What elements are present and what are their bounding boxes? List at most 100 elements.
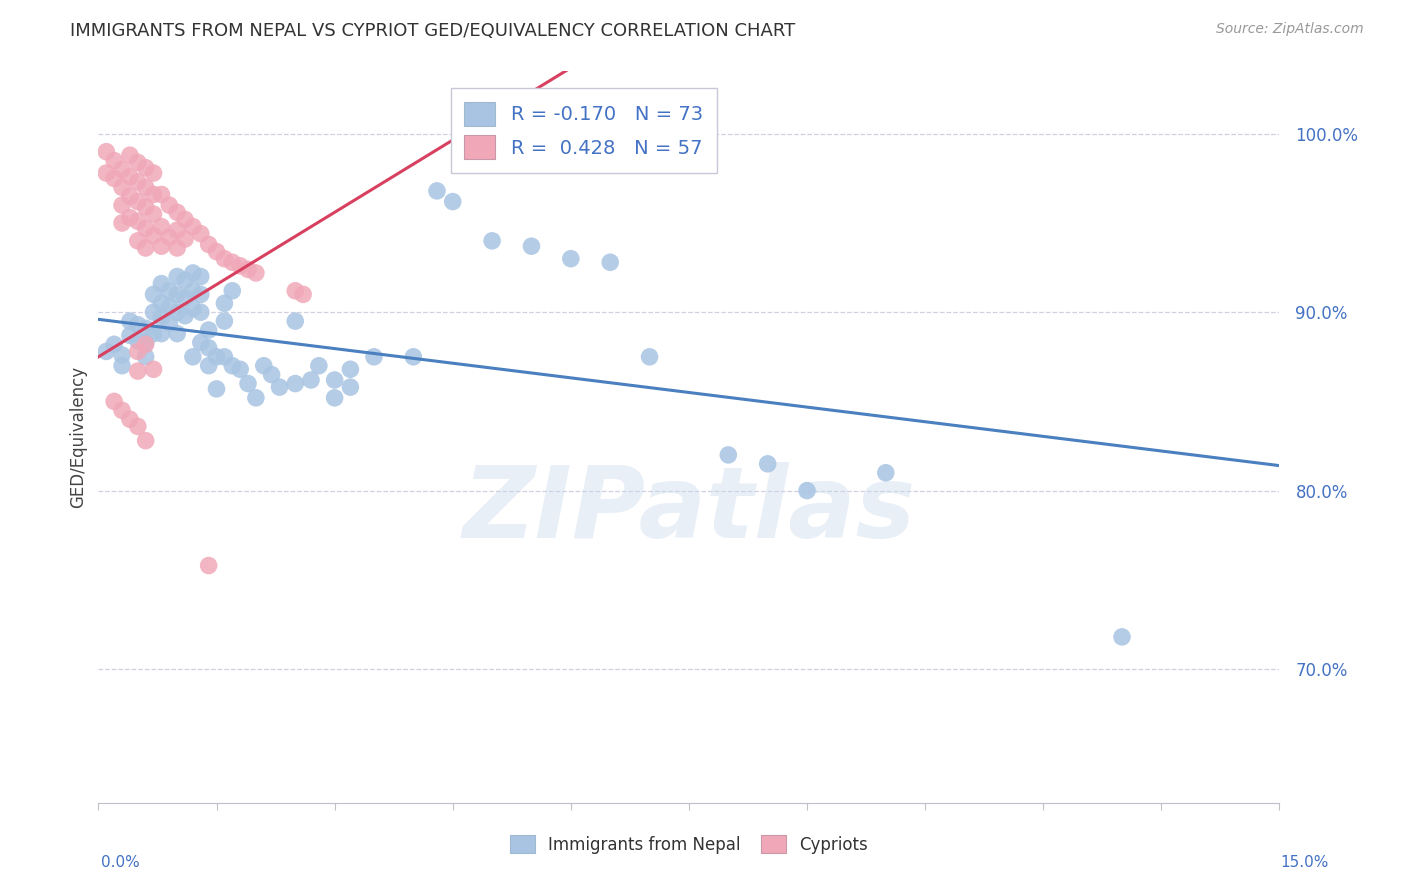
Point xyxy=(142,207,165,221)
Point xyxy=(157,284,180,298)
Point xyxy=(260,368,283,382)
Point xyxy=(127,419,149,434)
Point xyxy=(181,266,204,280)
Point xyxy=(111,216,134,230)
Point xyxy=(284,284,307,298)
Point xyxy=(150,239,173,253)
Point xyxy=(118,328,141,343)
Point xyxy=(481,234,503,248)
Point xyxy=(118,211,141,225)
Point xyxy=(638,350,661,364)
Point xyxy=(245,266,267,280)
Point xyxy=(190,287,212,301)
Point xyxy=(118,314,141,328)
Point xyxy=(103,153,125,168)
Point xyxy=(166,287,188,301)
Text: 0.0%: 0.0% xyxy=(101,855,141,870)
Point xyxy=(599,255,621,269)
Point xyxy=(135,337,157,351)
Point xyxy=(245,391,267,405)
Point xyxy=(150,219,173,234)
Point xyxy=(157,300,180,314)
Point xyxy=(253,359,276,373)
Point xyxy=(135,241,157,255)
Point xyxy=(142,166,165,180)
Point xyxy=(190,227,212,241)
Point xyxy=(221,359,243,373)
Point xyxy=(103,337,125,351)
Point xyxy=(135,335,157,350)
Point xyxy=(127,155,149,169)
Point xyxy=(166,305,188,319)
Point xyxy=(174,291,197,305)
Point xyxy=(135,180,157,194)
Point xyxy=(560,252,582,266)
Point xyxy=(717,448,740,462)
Point xyxy=(269,380,291,394)
Point xyxy=(174,212,197,227)
Point xyxy=(150,277,173,291)
Text: ZIPatlas: ZIPatlas xyxy=(463,462,915,558)
Point xyxy=(166,269,188,284)
Point xyxy=(520,239,543,253)
Point xyxy=(127,175,149,189)
Point xyxy=(127,234,149,248)
Point xyxy=(197,323,219,337)
Point xyxy=(135,161,157,175)
Point xyxy=(142,362,165,376)
Point xyxy=(111,359,134,373)
Point xyxy=(292,287,315,301)
Point xyxy=(299,373,322,387)
Point xyxy=(197,341,219,355)
Point xyxy=(214,314,236,328)
Point xyxy=(96,344,118,359)
Point xyxy=(142,326,165,341)
Point xyxy=(111,162,134,177)
Point xyxy=(284,376,307,391)
Point xyxy=(111,403,134,417)
Point xyxy=(308,359,330,373)
Point xyxy=(142,187,165,202)
Point xyxy=(323,373,346,387)
Point xyxy=(284,314,307,328)
Point xyxy=(157,316,180,330)
Point xyxy=(127,318,149,332)
Point xyxy=(135,200,157,214)
Point xyxy=(150,296,173,310)
Point xyxy=(1111,630,1133,644)
Point xyxy=(96,166,118,180)
Point xyxy=(174,232,197,246)
Point xyxy=(127,364,149,378)
Point xyxy=(197,237,219,252)
Point xyxy=(197,558,219,573)
Point xyxy=(339,362,361,376)
Point xyxy=(118,169,141,184)
Point xyxy=(221,255,243,269)
Point xyxy=(229,362,252,376)
Point xyxy=(135,321,157,335)
Point xyxy=(181,301,204,316)
Point xyxy=(150,187,173,202)
Point xyxy=(174,309,197,323)
Point xyxy=(205,244,228,259)
Point xyxy=(214,350,236,364)
Point xyxy=(323,391,346,405)
Text: 15.0%: 15.0% xyxy=(1281,855,1329,870)
Point xyxy=(236,376,259,391)
Point xyxy=(174,273,197,287)
Y-axis label: GED/Equivalency: GED/Equivalency xyxy=(69,366,87,508)
Point xyxy=(127,194,149,209)
Point xyxy=(127,344,149,359)
Point xyxy=(214,296,236,310)
Point xyxy=(103,394,125,409)
Point xyxy=(150,326,173,341)
Point xyxy=(142,228,165,243)
Point xyxy=(190,305,212,319)
Point xyxy=(166,241,188,255)
Point xyxy=(111,180,134,194)
Point xyxy=(756,457,779,471)
Point xyxy=(96,145,118,159)
Point xyxy=(205,382,228,396)
Point xyxy=(441,194,464,209)
Point xyxy=(142,287,165,301)
